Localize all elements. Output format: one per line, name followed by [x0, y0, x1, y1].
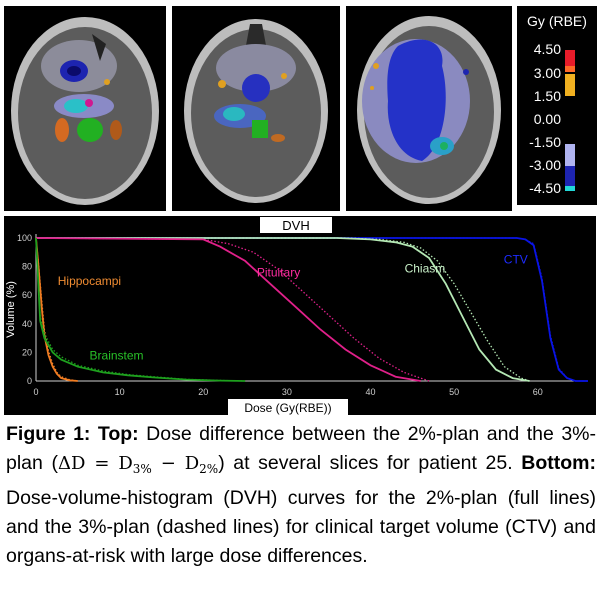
ct-slice-3 [346, 6, 512, 211]
caption-math-sub3: 3% [132, 462, 152, 476]
caption-math-minus: − D [151, 453, 200, 474]
colorbar-swatch-red [565, 50, 575, 72]
dvh-title-box [260, 217, 332, 233]
figure-caption: Figure 1: Top: Dose difference between t… [6, 420, 596, 571]
x-tick-label: 10 [115, 387, 125, 397]
series-label-brainstem: Brainstem [90, 349, 144, 363]
colorbar-tick-3: 1.50 [534, 88, 561, 104]
caption-top-text: Dose difference between the 2%-plan and … [6, 423, 596, 474]
x-tick-label: 40 [366, 387, 376, 397]
caption-math-delta: ΔD = D [57, 453, 133, 474]
series-line-pituitary-dashed [35, 237, 430, 382]
caption-bottom-label: Bottom: [521, 452, 597, 474]
y-tick-label: 20 [22, 347, 32, 357]
dvh-chart: DVH 0 20 40 60 80 100 0 10 20 30 40 50 60 Volume (%) Do… [4, 216, 596, 415]
y-tick-label: 100 [17, 233, 32, 243]
ct-slice-2 [172, 6, 340, 211]
y-tick-label: 0 [27, 376, 32, 386]
x-tick-label: 30 [282, 387, 292, 397]
caption-top-label: Top: [97, 423, 139, 445]
y-axis-label: Volume (%) [5, 281, 17, 338]
x-tick-label: 0 [33, 387, 38, 397]
y-tick-label: 60 [22, 290, 32, 300]
colorbar-swatch-lightblue [565, 144, 575, 166]
caption-figure-label: Figure 1: [6, 423, 91, 445]
colorbar-tick-1: 4.50 [534, 41, 561, 57]
series-line-chiasm-dashed [36, 237, 530, 382]
series-label-hippocampi: Hippocampi [58, 274, 121, 288]
colorbar-tick-7: -4.50 [529, 180, 561, 196]
caption-bottom-text: Dose-volume-histogram (DVH) curves for t… [6, 487, 596, 567]
series-line-chiasm-solid [36, 237, 530, 382]
colorbar-tick-2: 3.00 [534, 65, 561, 81]
colorbar-tick-5: -1.50 [529, 134, 561, 150]
colorbar-tick-6: -3.00 [529, 157, 561, 173]
x-tick-label: 20 [198, 387, 208, 397]
colorbar-swatch-orange [565, 74, 575, 96]
series-line-ctv-solid [36, 237, 588, 382]
series-label-ctv: CTV [504, 253, 528, 267]
x-axis-label-box [228, 399, 348, 415]
x-tick-label: 50 [449, 387, 459, 397]
series-label-chiasm: Chiasm [405, 261, 446, 275]
colorbar-swatch-blue [565, 166, 575, 186]
y-tick-label: 80 [22, 262, 32, 272]
x-axis-label: Dose (Gy(RBE)) [244, 401, 331, 415]
dvh-title: DVH [282, 218, 309, 233]
colorbar: Gy (RBE) 4.50 3.00 1.50 0.00 -1.50 -3.00… [517, 6, 597, 205]
series-line-hippocampi-dashed [35, 237, 78, 382]
ct-slice-1 [4, 6, 166, 211]
y-tick-label: 40 [22, 319, 32, 329]
caption-top-tail: ) at several slices for patient 25. [218, 452, 513, 474]
x-tick-label: 60 [533, 387, 543, 397]
caption-math-sub2: 2% [199, 462, 219, 476]
series-line-pituitary-solid [35, 237, 421, 382]
series-line-hippocampi-solid [35, 237, 78, 382]
series-label-pituitary: Pituitary [257, 266, 300, 280]
series-line-brainstem-dashed [35, 237, 246, 382]
colorbar-title: Gy (RBE) [527, 13, 587, 29]
colorbar-tick-4: 0.00 [534, 111, 561, 127]
